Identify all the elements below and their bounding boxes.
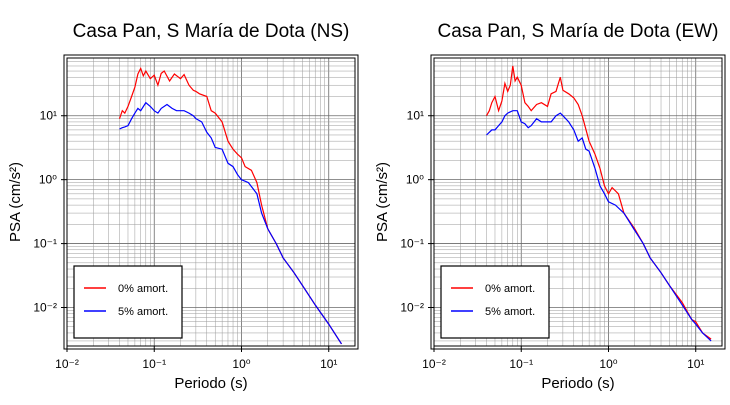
- legend-label: 5% amort.: [485, 306, 535, 318]
- y-tick-label: 10⁰: [406, 173, 424, 187]
- series-line-damped: [119, 101, 343, 345]
- y-tick-label: 10⁻¹: [33, 237, 57, 251]
- plot-frame-outer: [430, 54, 726, 350]
- x-tick-label: 10⁰: [599, 357, 617, 371]
- series-group: [485, 65, 712, 342]
- y-axis-label: PSA (cm/s²): [7, 162, 24, 242]
- y-tick-label: 10⁻²: [33, 301, 57, 315]
- y-tick-label: 10⁰: [39, 173, 57, 187]
- y-tick-label: 10¹: [40, 109, 57, 123]
- x-tick-label: 10⁻¹: [142, 357, 166, 371]
- legend-label: 0% amort.: [485, 283, 535, 295]
- x-tick-label: 10⁻²: [55, 357, 79, 371]
- plot-frame: [66, 57, 356, 347]
- x-tick-label: 10⁰: [232, 357, 250, 371]
- x-axis-label: Periodo (s): [174, 375, 247, 392]
- chart-title: Casa Pan, S María de Dota (EW): [438, 21, 719, 42]
- series-group: [118, 66, 343, 345]
- plot-frame-outer: [63, 54, 359, 350]
- chart-panel-ew: 10⁻² 10⁻¹ 10⁰ 10¹ 10⁻² 10⁻¹ 10⁰ 10¹ Casa Pan, S …: [374, 21, 726, 392]
- y-tick-label: 10¹: [407, 109, 424, 123]
- chart-panel-ns: 10⁻² 10⁻¹ 10⁰ 10¹ 10⁻² 10⁻¹ 10⁰ 10¹ Casa Pan, S …: [7, 21, 359, 392]
- legend-box: [440, 265, 550, 339]
- legend-label: 0% amort.: [118, 283, 168, 295]
- y-tick-label: 10⁻²: [400, 301, 424, 315]
- grid: [433, 57, 723, 346]
- plot-frame: [433, 57, 723, 347]
- legend-label: 5% amort.: [118, 306, 168, 318]
- chart-title: Casa Pan, S María de Dota (NS): [73, 21, 350, 42]
- x-tick-label: 10⁻²: [422, 357, 446, 371]
- y-axis-label: PSA (cm/s²): [374, 162, 391, 242]
- x-tick-label: 10¹: [320, 357, 337, 371]
- x-axis-label: Periodo (s): [541, 375, 614, 392]
- y-tick-label: 10⁻¹: [400, 237, 424, 251]
- tick-marks: [61, 115, 330, 352]
- series-line-damped: [486, 110, 712, 342]
- legend: 0% amort. 5% amort.: [73, 265, 183, 339]
- tick-marks: [428, 115, 697, 352]
- x-tick-label: 10⁻¹: [509, 357, 533, 371]
- x-tick-label: 10¹: [687, 357, 704, 371]
- legend-box: [73, 265, 183, 339]
- legend: 0% amort. 5% amort.: [440, 265, 550, 339]
